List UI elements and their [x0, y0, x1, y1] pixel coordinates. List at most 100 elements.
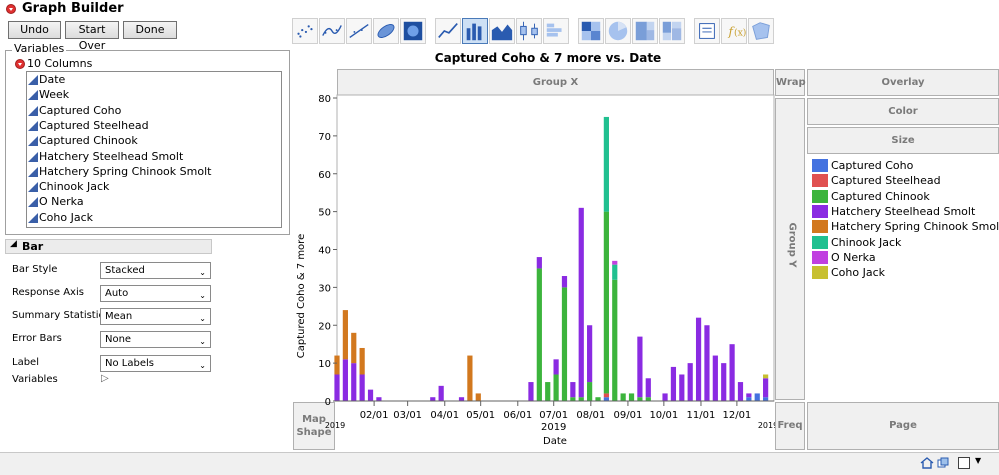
area-graph-icon[interactable]: [489, 18, 515, 44]
property-select[interactable]: No Labels ⌄: [100, 355, 211, 372]
contour-graph-icon[interactable]: [400, 18, 426, 44]
bar-segment: [528, 382, 534, 401]
overlay-zone[interactable]: Overlay: [807, 69, 999, 96]
legend-swatch: [812, 189, 828, 203]
map-shape-zone[interactable]: Map Shape: [293, 402, 335, 450]
variable-label: Captured Coho: [39, 103, 122, 117]
legend-label: Coho Jack: [831, 266, 886, 280]
box-plot-graph-icon[interactable]: [516, 18, 542, 44]
property-label: Response Axis: [12, 287, 84, 298]
x-tick-label: 09/01: [614, 410, 643, 421]
freq-zone[interactable]: Freq: [775, 402, 805, 450]
columns-menu-icon[interactable]: [15, 59, 25, 69]
treemap-graph-icon[interactable]: [632, 18, 658, 44]
svg-text:(x): (x): [734, 28, 746, 39]
bar-segment: [578, 207, 584, 398]
bar-segment: [359, 347, 365, 375]
property-select[interactable]: None ⌄: [100, 331, 211, 348]
bar-segment: [359, 374, 365, 401]
page-zone[interactable]: Page: [807, 402, 999, 450]
line-graph-icon[interactable]: [435, 18, 461, 44]
y-axis-label: Captured Coho & 7 more: [296, 234, 307, 358]
mosaic-graph-icon[interactable]: [659, 18, 685, 44]
undo-button[interactable]: Undo: [8, 21, 61, 39]
y-tick-label: 40: [318, 246, 331, 257]
window-title: Graph Builder: [22, 1, 124, 16]
caption-box-graph-icon[interactable]: [694, 18, 720, 44]
legend-swatch: [812, 220, 828, 234]
continuous-column-icon: [28, 182, 38, 193]
continuous-column-icon: [28, 120, 38, 131]
size-zone[interactable]: Size: [807, 127, 999, 154]
bar-segment: [754, 393, 760, 401]
window-list-icon[interactable]: [937, 457, 949, 469]
done-button[interactable]: Done: [123, 21, 177, 39]
smoother-graph-icon[interactable]: [319, 18, 345, 44]
group-y-zone[interactable]: Group Y: [775, 98, 805, 400]
bar-segment: [570, 382, 576, 398]
histogram-graph-icon[interactable]: [543, 18, 569, 44]
chevron-down-icon: ⌄: [199, 268, 206, 277]
legend-swatch: [812, 174, 828, 188]
bar-segment: [430, 397, 436, 401]
chart-title: Captured Coho & 7 more vs. Date: [435, 51, 661, 65]
group-y-label: Group Y: [786, 222, 798, 268]
bar-segment: [712, 355, 718, 401]
bar-segment: [561, 287, 568, 401]
variables-panel: [5, 50, 290, 235]
variables-header: Variables: [12, 42, 67, 55]
points-graph-icon[interactable]: [292, 18, 318, 44]
bar-segment: [763, 397, 769, 401]
property-select[interactable]: Auto ⌄: [100, 285, 211, 302]
bar-segment: [334, 374, 340, 401]
y-tick-label: 20: [318, 321, 331, 332]
variables-prop-label: Variables: [12, 374, 58, 385]
legend-label: Chinook Jack: [831, 235, 902, 249]
variable-label: Hatchery Steelhead Smolt: [39, 149, 184, 163]
bar-segment: [587, 325, 593, 383]
home-icon[interactable]: [920, 457, 934, 469]
property-select[interactable]: Stacked ⌄: [100, 262, 211, 279]
dropdown-arrow-icon[interactable]: ▼: [975, 456, 982, 465]
property-label: Bar Style: [12, 264, 58, 275]
pie-graph-icon[interactable]: [605, 18, 631, 44]
variable-label: Week: [39, 88, 70, 102]
bar-segment: [729, 344, 735, 401]
expand-triangle-icon[interactable]: ▷: [101, 373, 109, 384]
start-over-button[interactable]: Start Over: [65, 21, 119, 52]
bar-section-header[interactable]: ◢ Bar: [5, 239, 212, 254]
bar-segment: [763, 374, 769, 379]
checkbox-icon[interactable]: [958, 457, 970, 469]
bar-segment: [603, 211, 609, 394]
ellipse-graph-icon[interactable]: [373, 18, 399, 44]
continuous-column-icon: [28, 75, 38, 85]
legend-label: Captured Steelhead: [831, 174, 941, 188]
x-tick-label: 10/01: [649, 410, 678, 421]
heatmap-graph-icon[interactable]: [578, 18, 604, 44]
y-tick-label: 80: [318, 94, 331, 105]
group-x-zone[interactable]: Group X: [337, 69, 774, 96]
line-of-fit-graph-icon[interactable]: [346, 18, 372, 44]
bar-segment: [351, 332, 357, 364]
columns-list: [26, 71, 282, 228]
color-zone[interactable]: Color: [807, 98, 999, 125]
legend-label: Captured Chinook: [831, 189, 930, 203]
property-value: None: [105, 334, 132, 345]
map-shapes-graph-icon[interactable]: [748, 18, 774, 44]
bar-segment: [342, 310, 348, 360]
property-select[interactable]: Mean ⌄: [100, 308, 211, 325]
bar-segment: [670, 366, 677, 401]
y-tick-label: 60: [318, 170, 331, 181]
variable-label: Hatchery Spring Chinook Smolt: [39, 164, 212, 178]
bar-graph-icon[interactable]: [462, 18, 488, 44]
bar-segment: [637, 336, 643, 398]
bar-segment: [645, 378, 651, 398]
legend-label: Hatchery Spring Chinook Smolt: [831, 220, 999, 234]
bar-segment: [603, 393, 609, 398]
collapse-triangle-icon[interactable]: ◢: [10, 239, 17, 249]
wrap-zone[interactable]: Wrap: [775, 69, 806, 96]
y-tick-label: 70: [318, 132, 331, 143]
formula-graph-icon[interactable]: f (x): [721, 18, 747, 44]
chevron-down-icon: ⌄: [199, 314, 206, 323]
red-triangle-menu-icon[interactable]: [6, 4, 16, 14]
